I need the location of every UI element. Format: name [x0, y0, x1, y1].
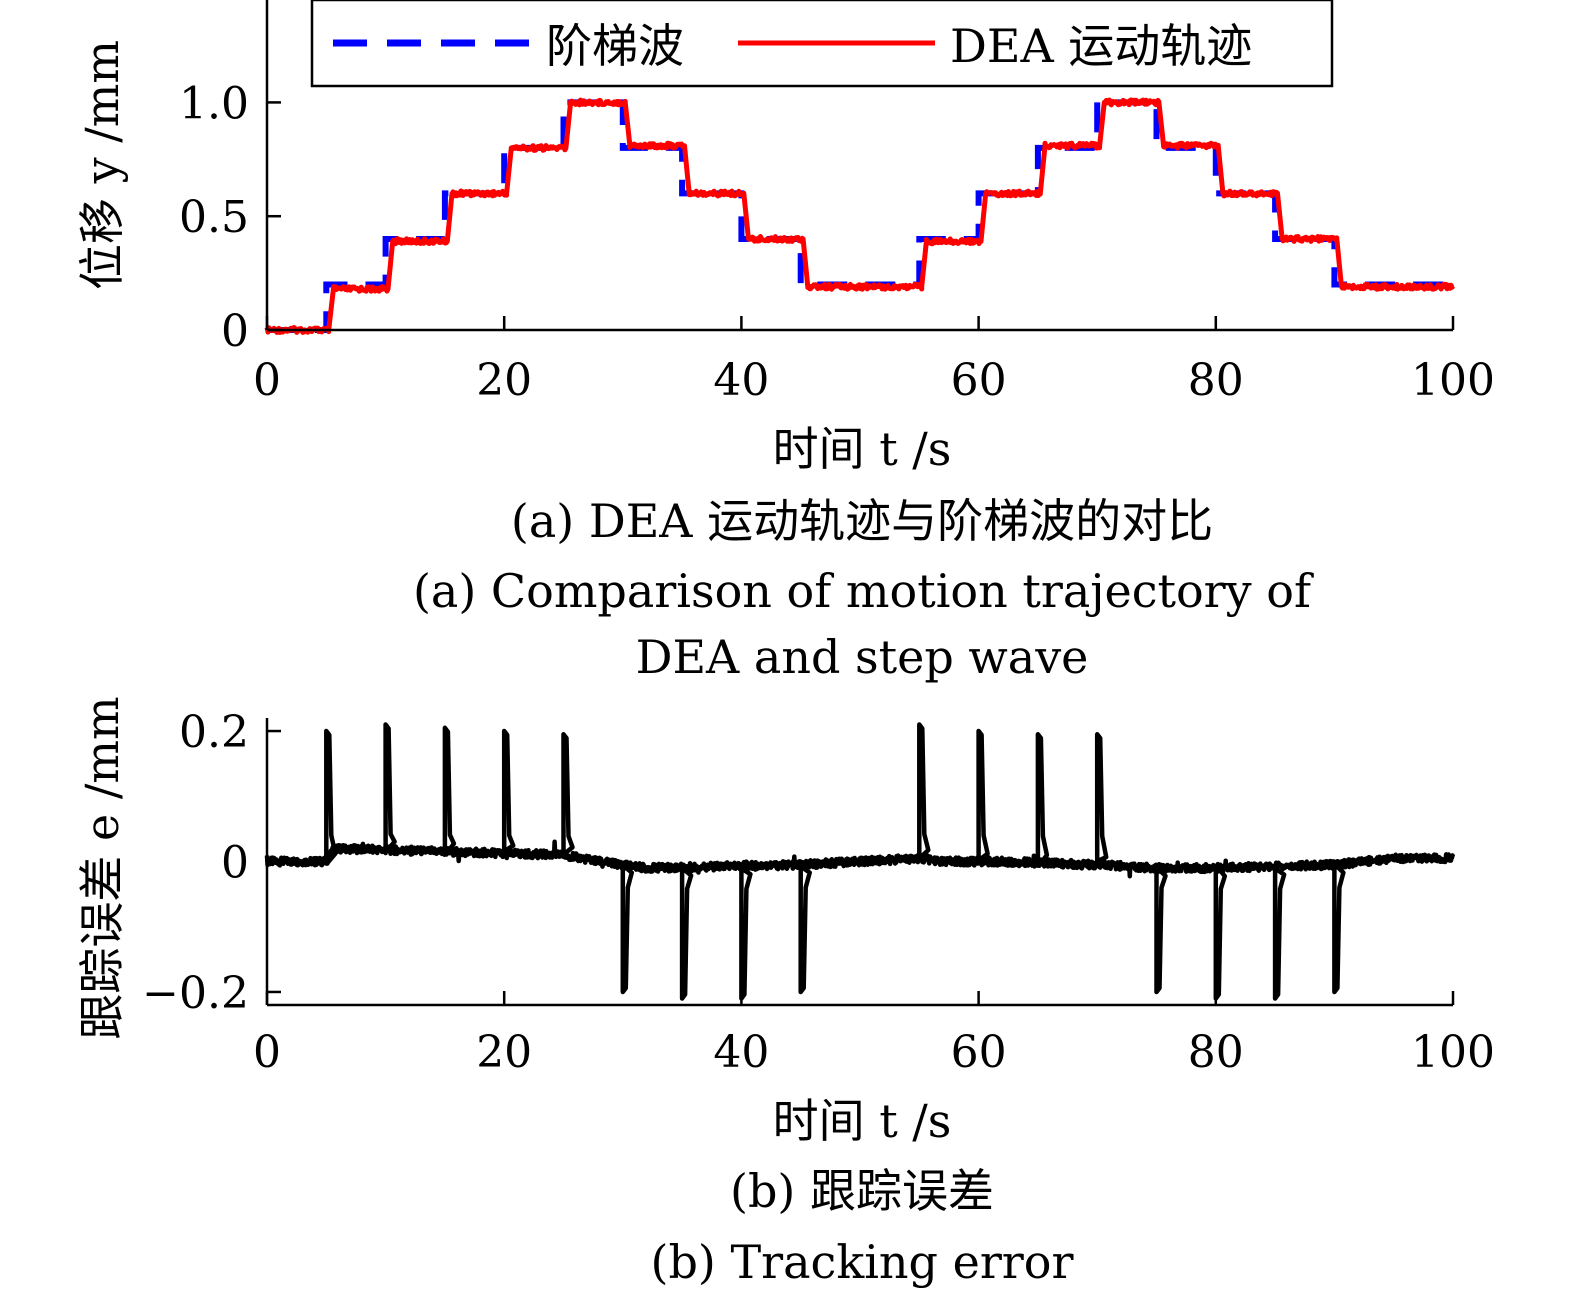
chart-a-xtick-label: 60: [951, 355, 1007, 406]
chart-b-xtick-label: 40: [713, 1027, 769, 1078]
chart-b-caption-cn: (b) 跟踪误差: [730, 1164, 994, 1218]
chart-b-ytick-label: 0: [221, 838, 249, 889]
chart-a-xtick-label: 80: [1188, 355, 1244, 406]
chart-b-caption-en: (b) Tracking error: [651, 1235, 1074, 1289]
chart-a-xtick-label: 40: [713, 355, 769, 406]
chart-a-xlabel: 时间 t /s: [773, 422, 952, 476]
series-step-wave-line: [267, 99, 1453, 333]
series-dea-trajectory-line: [264, 97, 1455, 335]
chart-b-xtick-label: 80: [1188, 1027, 1244, 1078]
chart-a: 0 20 40 60 80 100 0 0.5 1.0 时间 t /s 位移 y /mm 阶梯波…: [75, 0, 1495, 684]
chart-b-series: [264, 722, 1456, 1001]
chart-a-ylabel: 位移 y /mm: [75, 40, 129, 290]
chart-a-xtick-label: 0: [253, 355, 281, 406]
chart-b-xtick-label: 20: [476, 1027, 532, 1078]
chart-a-caption-en-line2: DEA and step wave: [636, 630, 1089, 684]
series-tracking-error-line: [264, 722, 1456, 1001]
chart-b-xtick-label: 60: [951, 1027, 1007, 1078]
chart-b-ytick-label: −0.2: [142, 968, 249, 1019]
chart-a-series: [264, 97, 1455, 335]
chart-a-xtick-label: 100: [1411, 355, 1495, 406]
chart-b-xtick-label: 0: [253, 1027, 281, 1078]
chart-a-ytick-label: 0: [221, 306, 249, 357]
chart-b-xtick-label: 100: [1411, 1027, 1495, 1078]
legend-label-step-wave: 阶梯波: [546, 19, 684, 73]
chart-b: 0 20 40 60 80 100−0.200.2 时间 t /s 跟踪误差 e /mm …: [75, 696, 1495, 1289]
chart-b-ticklabels: 0 20 40 60 80 100−0.200.2: [142, 707, 1495, 1078]
chart-a-legend: 阶梯波 DEA 运动轨迹: [310, 0, 1334, 88]
chart-b-axes: [265, 718, 1455, 1007]
chart-a-xtick-label: 20: [476, 355, 532, 406]
chart-b-ytick-label: 0.2: [179, 707, 249, 758]
chart-a-caption-cn: (a) DEA 运动轨迹与阶梯波的对比: [511, 494, 1213, 548]
chart-b-xlabel: 时间 t /s: [773, 1094, 952, 1148]
chart-a-ytick-label: 1.0: [179, 78, 249, 129]
chart-a-ytick-label: 0.5: [179, 192, 249, 243]
legend-label-dea-trajectory: DEA 运动轨迹: [950, 19, 1252, 73]
chart-a-axes: [265, 0, 1455, 332]
chart-a-ticklabels: 0 20 40 60 80 100 0 0.5 1.0: [179, 78, 1495, 406]
chart-b-ylabel: 跟踪误差 e /mm: [75, 696, 129, 1039]
chart-a-caption-en-line1: (a) Comparison of motion trajectory of: [413, 564, 1314, 618]
